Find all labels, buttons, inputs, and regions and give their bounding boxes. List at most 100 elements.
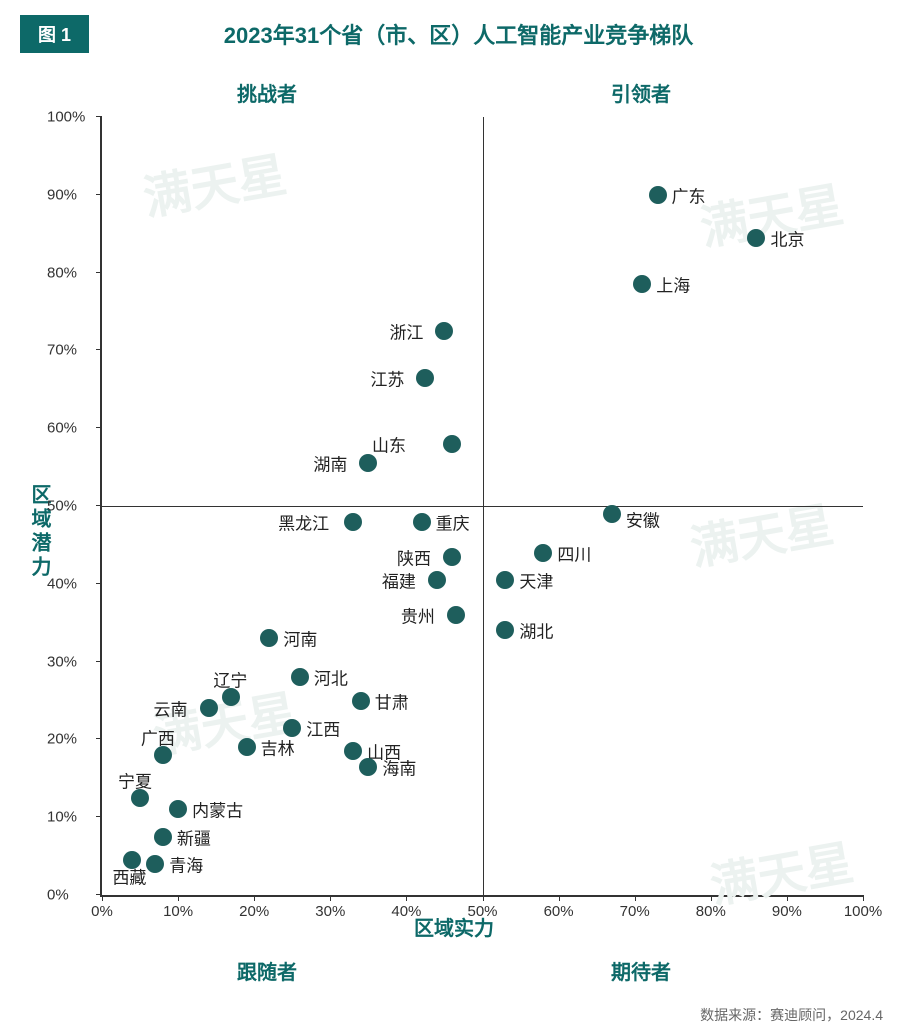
data-point-label: 甘肃 bbox=[375, 688, 409, 713]
data-point bbox=[260, 629, 278, 647]
data-point-label: 吉林 bbox=[261, 735, 295, 760]
y-tick-mark bbox=[96, 349, 102, 350]
y-tick-label: 60% bbox=[47, 420, 77, 437]
y-tick-mark bbox=[96, 272, 102, 273]
x-axis-label: 区域实力 bbox=[30, 897, 878, 946]
x-tick-label: 40% bbox=[391, 903, 421, 920]
data-point bbox=[344, 513, 362, 531]
data-point bbox=[443, 548, 461, 566]
x-tick-mark bbox=[559, 895, 560, 901]
data-point bbox=[416, 369, 434, 387]
data-point bbox=[169, 800, 187, 818]
data-point bbox=[496, 621, 514, 639]
figure-label: 图 1 bbox=[38, 21, 71, 47]
x-tick-label: 80% bbox=[696, 903, 726, 920]
chart-header: 图 1 2023年31个省（市、区）人工智能产业竞争梯队 bbox=[0, 0, 908, 63]
data-point-label: 河南 bbox=[283, 626, 317, 651]
x-tick-label: 70% bbox=[620, 903, 650, 920]
x-tick-mark bbox=[787, 895, 788, 901]
data-point-label: 重庆 bbox=[436, 509, 470, 534]
data-point bbox=[633, 275, 651, 293]
y-tick-label: 90% bbox=[47, 186, 77, 203]
data-point-label: 海南 bbox=[382, 754, 416, 779]
data-point bbox=[291, 668, 309, 686]
x-tick-mark bbox=[254, 895, 255, 901]
data-point bbox=[447, 606, 465, 624]
data-point-label: 浙江 bbox=[389, 318, 423, 343]
x-tick-label: 10% bbox=[163, 903, 193, 920]
x-tick-mark bbox=[483, 895, 484, 901]
y-tick-label: 100% bbox=[47, 109, 85, 126]
data-point bbox=[428, 571, 446, 589]
data-point-label: 河北 bbox=[314, 665, 348, 690]
y-tick-label: 10% bbox=[47, 809, 77, 826]
y-tick-label: 80% bbox=[47, 264, 77, 281]
data-point-label: 天津 bbox=[519, 567, 553, 592]
y-tick-mark bbox=[96, 738, 102, 739]
data-point bbox=[146, 855, 164, 873]
plot-inner: 广东北京上海浙江江苏山东湖南安徽黑龙江重庆四川陕西天津福建贵州湖北河南河北辽宁甘… bbox=[102, 117, 863, 895]
data-point-label: 安徽 bbox=[626, 506, 660, 531]
data-point-label: 北京 bbox=[770, 225, 804, 250]
data-point bbox=[359, 454, 377, 472]
y-tick-mark bbox=[96, 194, 102, 195]
chart-wrap: 区域潜力 满天星 满天星 满天星 满天星 满天星 广东北京上海浙江江苏山东湖南安… bbox=[30, 117, 878, 946]
data-point-label: 山东 bbox=[372, 431, 406, 456]
y-tick-mark bbox=[96, 427, 102, 428]
quadrant-label-bottom-left: 跟随者 bbox=[237, 956, 297, 985]
data-point-label: 辽宁 bbox=[213, 666, 247, 691]
y-tick-label: 0% bbox=[47, 887, 69, 904]
y-tick-mark bbox=[96, 116, 102, 117]
y-tick-mark bbox=[96, 816, 102, 817]
data-point bbox=[238, 738, 256, 756]
x-tick-mark bbox=[863, 895, 864, 901]
x-tick-label: 60% bbox=[544, 903, 574, 920]
y-tick-label: 40% bbox=[47, 575, 77, 592]
data-point bbox=[200, 699, 218, 717]
x-tick-label: 90% bbox=[772, 903, 802, 920]
data-point bbox=[603, 505, 621, 523]
data-point-label: 广西 bbox=[141, 724, 175, 749]
quadrant-label-top-left: 挑战者 bbox=[237, 78, 297, 107]
y-tick-mark bbox=[96, 661, 102, 662]
x-tick-mark bbox=[406, 895, 407, 901]
data-point-label: 贵州 bbox=[401, 602, 435, 627]
data-point-label: 黑龙江 bbox=[278, 509, 329, 534]
x-tick-label: 100% bbox=[844, 903, 882, 920]
data-point-label: 新疆 bbox=[177, 824, 211, 849]
x-tick-mark bbox=[330, 895, 331, 901]
data-point bbox=[534, 544, 552, 562]
quadrant-label-bottom-right: 期待者 bbox=[611, 956, 671, 985]
quadrant-labels-bottom: 跟随者 期待者 bbox=[0, 946, 908, 990]
chart-container: 图 1 2023年31个省（市、区）人工智能产业竞争梯队 挑战者 引领者 区域潜… bbox=[0, 0, 908, 1033]
data-point-label: 广东 bbox=[672, 182, 706, 207]
y-tick-label: 50% bbox=[47, 498, 77, 515]
data-point-label: 上海 bbox=[656, 272, 690, 297]
data-point bbox=[747, 229, 765, 247]
data-point bbox=[344, 742, 362, 760]
data-point-label: 陕西 bbox=[397, 544, 431, 569]
data-point-label: 内蒙古 bbox=[192, 797, 243, 822]
data-point-label: 四川 bbox=[557, 540, 591, 565]
quadrant-label-top-right: 引领者 bbox=[611, 78, 671, 107]
y-tick-label: 30% bbox=[47, 653, 77, 670]
data-point-label: 福建 bbox=[382, 567, 416, 592]
x-tick-mark bbox=[635, 895, 636, 901]
x-tick-mark bbox=[711, 895, 712, 901]
data-point bbox=[435, 322, 453, 340]
data-point-label: 云南 bbox=[154, 696, 188, 721]
data-point bbox=[443, 435, 461, 453]
data-point-label: 湖北 bbox=[519, 618, 553, 643]
x-tick-label: 30% bbox=[315, 903, 345, 920]
x-tick-label: 20% bbox=[239, 903, 269, 920]
figure-badge: 图 1 bbox=[20, 15, 89, 53]
data-source: 数据来源：赛迪顾问，2024.4 bbox=[700, 1005, 883, 1025]
data-point bbox=[359, 758, 377, 776]
data-point bbox=[154, 828, 172, 846]
data-point bbox=[413, 513, 431, 531]
data-point-label: 青海 bbox=[169, 851, 203, 876]
data-point-label: 湖南 bbox=[313, 451, 347, 476]
x-tick-mark bbox=[102, 895, 103, 901]
data-point bbox=[649, 186, 667, 204]
y-tick-mark bbox=[96, 505, 102, 506]
